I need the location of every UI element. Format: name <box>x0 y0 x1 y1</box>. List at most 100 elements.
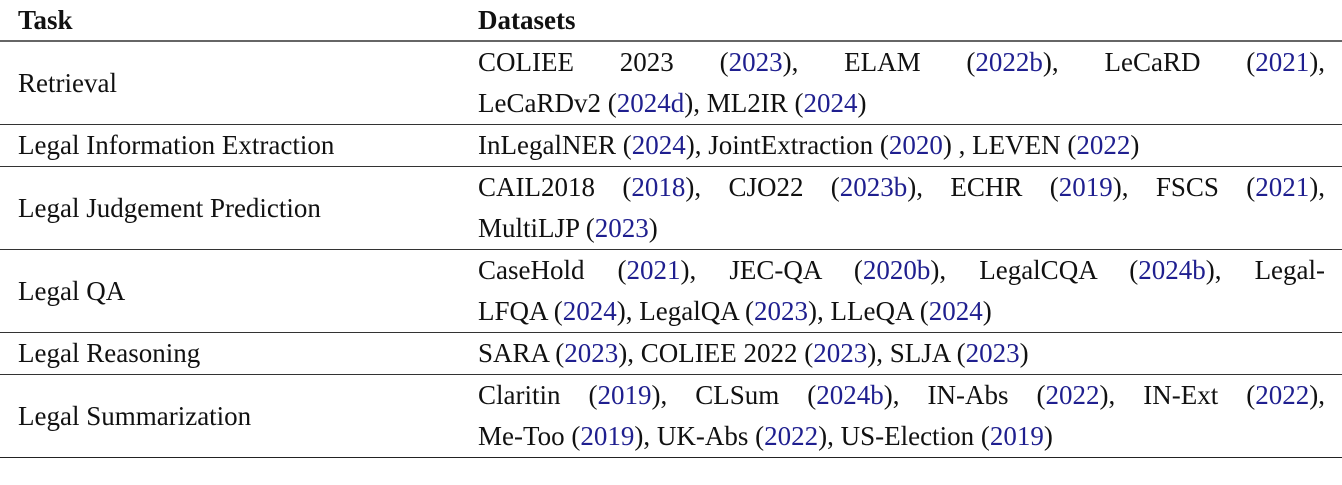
citation-link[interactable]: 2019 <box>597 380 652 410</box>
dataset-name: IN-Ext <box>1143 380 1219 410</box>
citation-link[interactable]: 2024 <box>803 88 858 118</box>
dataset-name: CLSum <box>695 380 780 410</box>
dataset-name: LLeQA <box>830 296 913 326</box>
citation-link[interactable]: 2020b <box>862 255 931 285</box>
dataset-name: MultiLJP <box>478 213 580 243</box>
citation-link[interactable]: 2023 <box>594 213 649 243</box>
citation-link[interactable]: 2024 <box>562 296 617 326</box>
task-cell: Legal Reasoning <box>0 332 478 375</box>
dataset-name: InLegalNER <box>478 130 616 160</box>
citation-link[interactable]: 2021 <box>626 255 681 285</box>
datasets-line: MultiLJP (2023) <box>478 213 658 243</box>
header-row: Task Datasets <box>0 0 1342 42</box>
separator: , <box>643 421 657 451</box>
dataset-name: Legal- <box>1254 255 1326 285</box>
separator: , <box>827 421 841 451</box>
citation-link[interactable]: 2019 <box>1058 172 1113 202</box>
citation-link[interactable]: 2023 <box>564 338 619 368</box>
datasets-line: COLIEE 2023 (2023), ELAM (2022b), LeCaRD… <box>478 47 1325 77</box>
citation-link[interactable]: 2023 <box>965 338 1020 368</box>
dataset-name: LegalCQA <box>979 255 1097 285</box>
table-row: Retrieval COLIEE 2023 (2023), ELAM (2022b… <box>0 41 1342 125</box>
separator: , <box>951 130 973 160</box>
dataset-name: LEVEN <box>972 130 1061 160</box>
datasets-cell: CaseHold (2021), JEC-QA (2020b), LegalCQ… <box>478 249 1342 333</box>
separator: , <box>892 380 928 410</box>
datasets-cell: CAIL2018 (2018), CJO22 (2023b), ECHR (20… <box>478 166 1342 250</box>
table-row: Legal Information Extraction InLegalNER (… <box>0 124 1342 167</box>
table-row: Legal Reasoning SARA (2023), COLIEE 2022 … <box>0 332 1342 375</box>
datasets-line: LFQA (2024), LegalQA (2023), LLeQA (2024… <box>478 296 992 326</box>
dataset-name: COLIEE 2023 <box>478 47 674 77</box>
dataset-name: IN-Abs <box>927 380 1009 410</box>
dataset-name: CAIL2018 <box>478 172 595 202</box>
separator: , <box>694 172 729 202</box>
citation-link[interactable]: 2021 <box>1255 172 1310 202</box>
dataset-name: UK-Abs <box>656 421 749 451</box>
dataset-name: SARA <box>478 338 549 368</box>
separator: , <box>939 255 980 285</box>
citation-link[interactable]: 2022b <box>975 47 1043 77</box>
separator: , <box>1051 47 1105 77</box>
citation-link[interactable]: 2019 <box>989 421 1044 451</box>
dataset-name: ECHR <box>950 172 1023 202</box>
citation-link[interactable]: 2022 <box>1045 380 1100 410</box>
header-task: Task <box>0 0 478 42</box>
datasets-line: CaseHold (2021), JEC-QA (2020b), LegalCQ… <box>478 255 1326 285</box>
citation-link[interactable]: 2024 <box>928 296 983 326</box>
citation-link[interactable]: 2022 <box>764 421 819 451</box>
citation-link[interactable]: 2022 <box>1255 380 1310 410</box>
datasets-table: Task Datasets Retrieval COLIEE 2023 (2023… <box>0 0 1342 458</box>
separator: , <box>1318 172 1325 202</box>
separator: , <box>689 255 730 285</box>
separator: , <box>817 296 831 326</box>
datasets-cell: Claritin (2019), CLSum (2024b), IN-Abs (… <box>478 374 1342 458</box>
citation-link[interactable]: 2023b <box>839 172 908 202</box>
task-cell: Legal Information Extraction <box>0 124 478 167</box>
table-row: Legal QA CaseHold (2021), JEC-QA (2020b),… <box>0 249 1342 333</box>
dataset-name: Claritin <box>478 380 561 410</box>
dataset-name: CJO22 <box>728 172 804 202</box>
citation-link[interactable]: 2022 <box>1076 130 1131 160</box>
separator: , <box>1318 380 1326 410</box>
datasets-cell: COLIEE 2023 (2023), ELAM (2022b), LeCaRD… <box>478 41 1342 125</box>
datasets-cell: SARA (2023), COLIEE 2022 (2023), SLJA (2… <box>478 332 1342 375</box>
dataset-name: COLIEE 2022 <box>640 338 798 368</box>
datasets-line: Me-Too (2019), UK-Abs (2022), US-Electio… <box>478 421 1053 451</box>
separator: , <box>660 380 696 410</box>
separator: , <box>625 296 640 326</box>
dataset-name: SLJA <box>889 338 950 368</box>
citation-link[interactable]: 2019 <box>580 421 635 451</box>
datasets-line: CAIL2018 (2018), CJO22 (2023b), ECHR (20… <box>478 172 1325 202</box>
table-row: Legal Summarization Claritin (2019), CLSu… <box>0 374 1342 458</box>
citation-link[interactable]: 2023 <box>754 296 809 326</box>
task-cell: Legal Summarization <box>0 374 478 458</box>
citation-link[interactable]: 2020 <box>888 130 943 160</box>
task-cell: Legal Judgement Prediction <box>0 166 478 250</box>
citation-link[interactable]: 2021 <box>1255 47 1310 77</box>
separator: , <box>916 172 951 202</box>
dataset-name: JEC-QA <box>729 255 821 285</box>
citation-link[interactable]: 2024b <box>816 380 884 410</box>
dataset-name: ML2IR <box>706 88 788 118</box>
separator: , <box>1108 380 1144 410</box>
dataset-name: LFQA <box>478 296 548 326</box>
dataset-name: JointExtraction <box>708 130 874 160</box>
citation-link[interactable]: 2018 <box>631 172 686 202</box>
separator: , <box>791 47 845 77</box>
dataset-name: LeCaRDv2 <box>478 88 601 118</box>
citation-link[interactable]: 2024d <box>616 88 685 118</box>
header-datasets: Datasets <box>478 0 1342 42</box>
task-cell: Legal QA <box>0 249 478 333</box>
dataset-name: FSCS <box>1155 172 1219 202</box>
citation-link[interactable]: 2024b <box>1138 255 1206 285</box>
citation-link[interactable]: 2023 <box>813 338 868 368</box>
separator: , <box>1318 47 1325 77</box>
dataset-name: US-Election <box>840 421 975 451</box>
datasets-line: InLegalNER (2024), JointExtraction (2020… <box>478 130 1140 160</box>
datasets-line: Claritin (2019), CLSum (2024b), IN-Abs (… <box>478 380 1326 410</box>
dataset-name: LeCaRD <box>1104 47 1201 77</box>
citation-link[interactable]: 2024 <box>631 130 686 160</box>
separator: , <box>627 338 641 368</box>
citation-link[interactable]: 2023 <box>728 47 783 77</box>
